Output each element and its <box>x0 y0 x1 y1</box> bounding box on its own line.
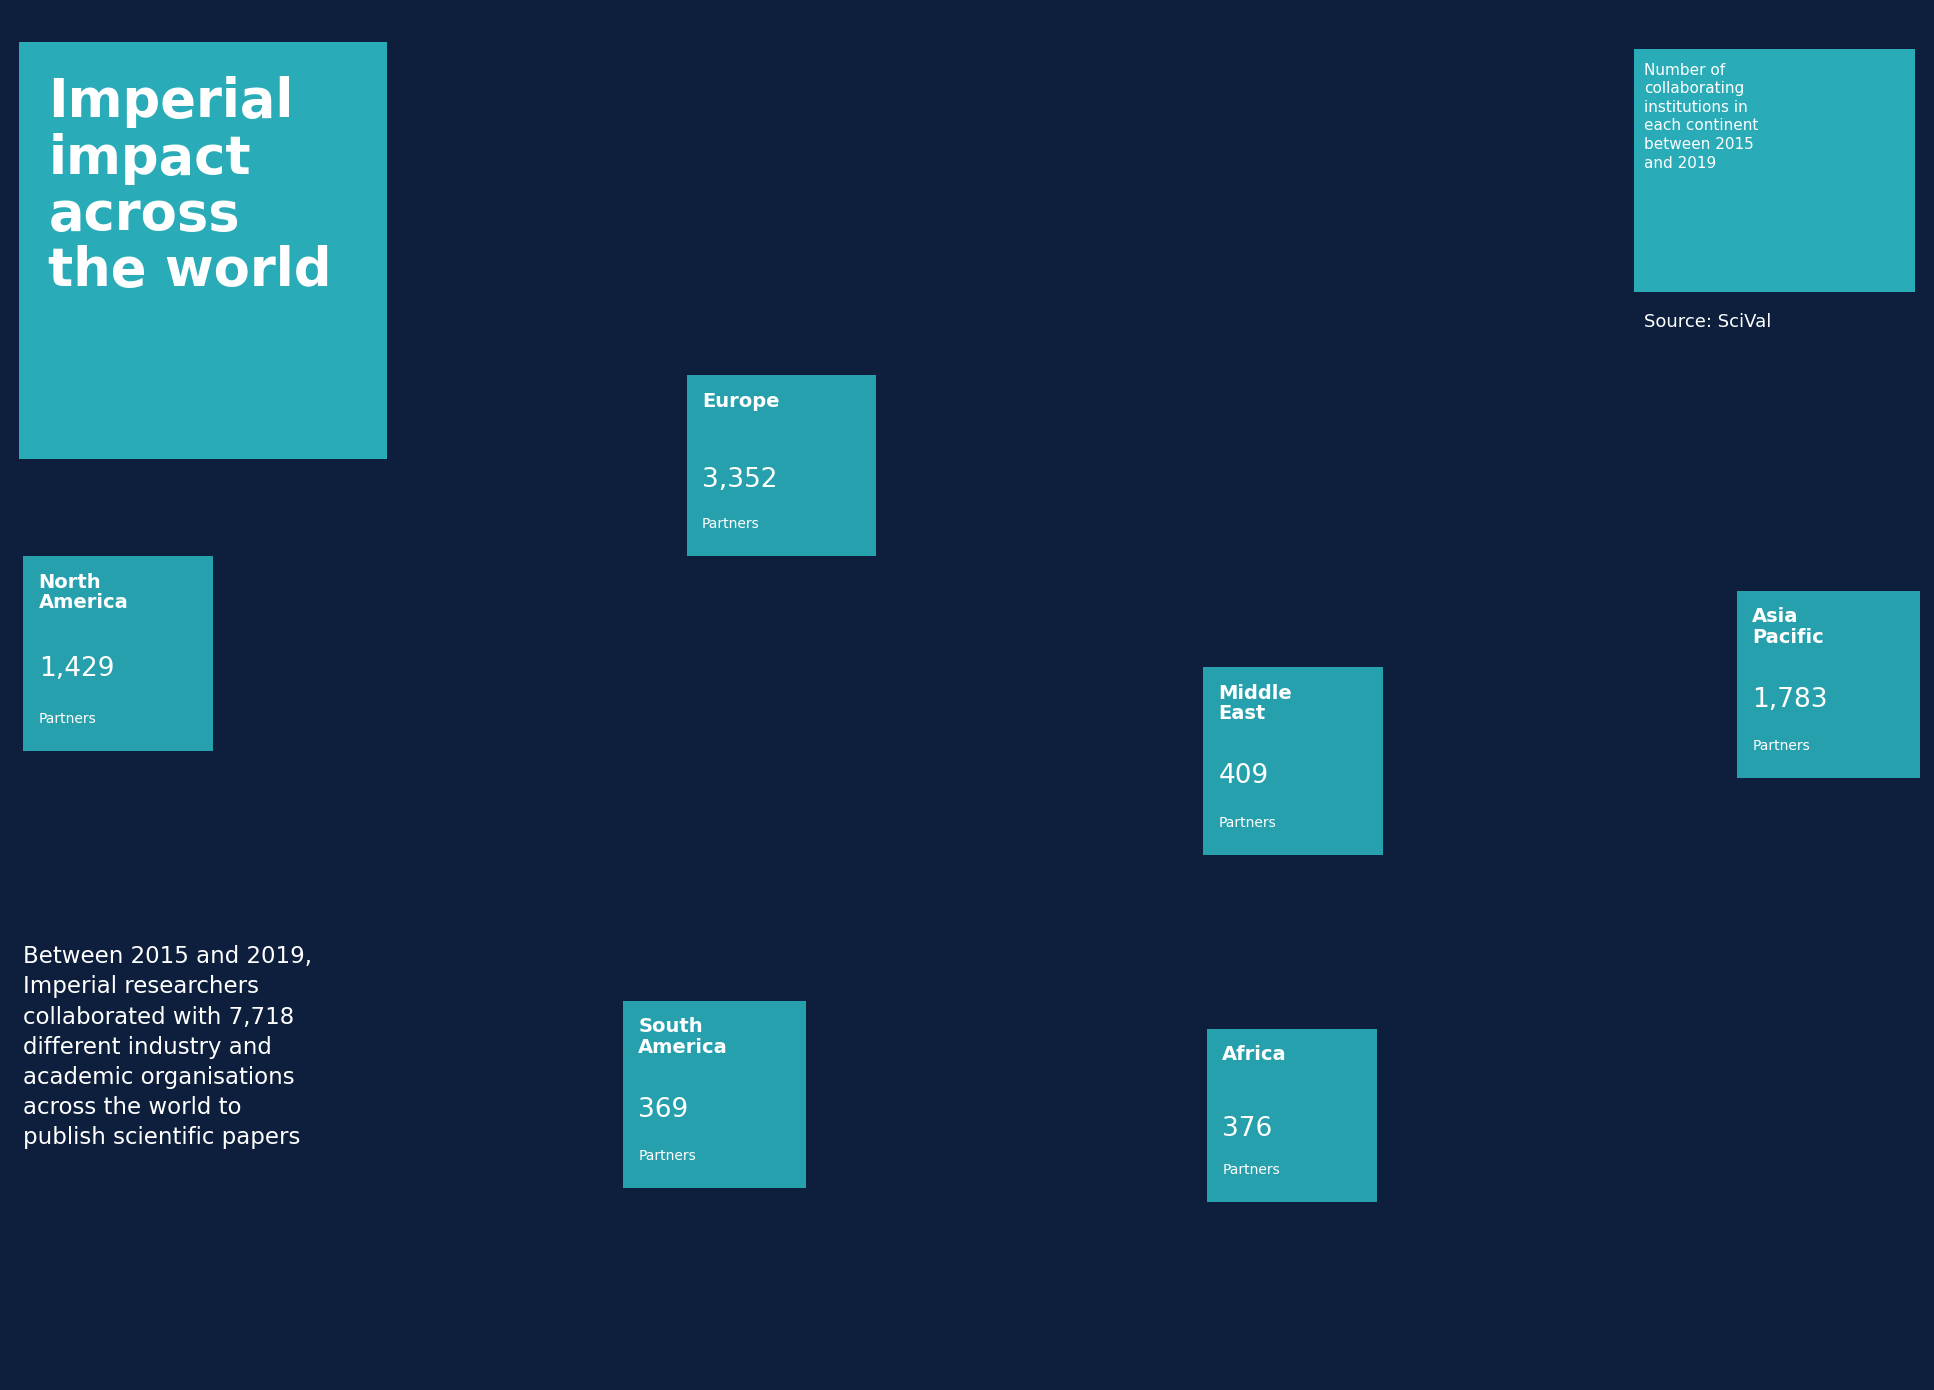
Text: Europe: Europe <box>702 392 779 411</box>
Text: Asia
Pacific: Asia Pacific <box>1752 607 1824 646</box>
Text: 369: 369 <box>638 1097 689 1123</box>
Text: Partners: Partners <box>638 1150 696 1163</box>
Text: 3,352: 3,352 <box>702 467 777 493</box>
FancyBboxPatch shape <box>687 375 876 556</box>
FancyBboxPatch shape <box>19 42 387 459</box>
Text: Africa: Africa <box>1222 1045 1286 1065</box>
Text: Partners: Partners <box>39 712 97 726</box>
Text: Partners: Partners <box>1752 739 1810 753</box>
FancyBboxPatch shape <box>1203 667 1383 855</box>
Text: Source: SciVal: Source: SciVal <box>1644 313 1772 331</box>
Text: 1,783: 1,783 <box>1752 687 1828 713</box>
Text: Partners: Partners <box>1218 816 1276 830</box>
Text: Imperial
impact
across
the world: Imperial impact across the world <box>48 76 333 296</box>
FancyBboxPatch shape <box>1737 591 1920 778</box>
Text: Between 2015 and 2019,
Imperial researchers
collaborated with 7,718
different in: Between 2015 and 2019, Imperial research… <box>23 945 311 1150</box>
FancyBboxPatch shape <box>623 1001 806 1188</box>
Text: Partners: Partners <box>1222 1163 1280 1177</box>
Text: North
America: North America <box>39 573 128 612</box>
Text: Middle
East: Middle East <box>1218 684 1292 723</box>
FancyBboxPatch shape <box>1207 1029 1377 1202</box>
Text: Partners: Partners <box>702 517 760 531</box>
Text: 376: 376 <box>1222 1116 1273 1143</box>
Text: South
America: South America <box>638 1017 727 1056</box>
Text: 1,429: 1,429 <box>39 656 114 682</box>
Text: Number of
collaborating
institutions in
each continent
between 2015
and 2019: Number of collaborating institutions in … <box>1644 63 1758 171</box>
Text: 409: 409 <box>1218 763 1269 790</box>
FancyBboxPatch shape <box>1634 49 1915 292</box>
FancyBboxPatch shape <box>23 556 213 751</box>
